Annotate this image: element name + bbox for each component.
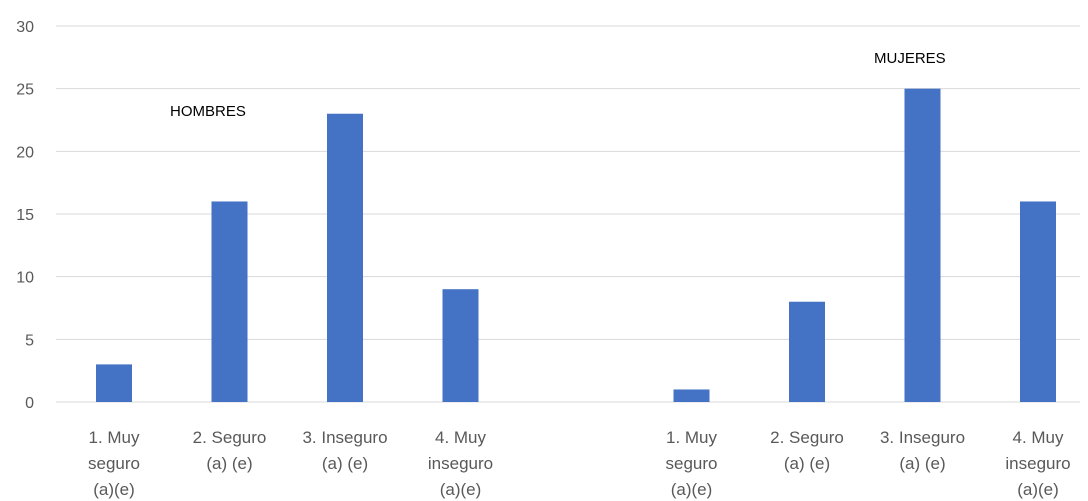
y-tick-label: 15 <box>16 207 34 224</box>
y-axis-ticks: 0 5 10 15 20 25 30 <box>16 19 34 412</box>
x-tick-label: 1. Muy <box>666 428 718 447</box>
bar <box>327 113 363 402</box>
bar <box>904 88 941 403</box>
x-tick-label: (a)(e) <box>93 480 135 499</box>
annotation-hombres: HOMBRES <box>170 103 246 120</box>
bar <box>789 301 825 402</box>
y-tick-label: 20 <box>16 144 34 161</box>
x-tick-label: 4. Muy <box>1012 428 1064 447</box>
y-tick-label: 0 <box>25 395 34 412</box>
x-tick-label: (a) (e) <box>206 454 252 473</box>
x-tick-label: seguro <box>88 454 140 473</box>
x-tick-label: (a) (e) <box>899 454 945 473</box>
x-tick-label: 2. Seguro <box>193 428 267 447</box>
x-axis-labels: 1. Muy seguro (a)(e) 2. Seguro (a) (e) 3. Ins… <box>88 428 1071 499</box>
x-tick-label: (a)(e) <box>440 480 482 499</box>
bar <box>673 389 710 402</box>
bar <box>211 201 248 402</box>
x-tick-label: inseguro <box>1005 454 1070 473</box>
x-tick-label: 4. Muy <box>435 428 487 447</box>
x-tick-label: (a) (e) <box>784 454 830 473</box>
bars <box>96 88 1056 403</box>
y-tick-label: 25 <box>16 82 34 99</box>
x-tick-label: inseguro <box>428 454 493 473</box>
bar <box>442 289 479 402</box>
x-tick-label: (a)(e) <box>1017 480 1059 499</box>
x-tick-label: 3. Inseguro <box>880 428 965 447</box>
x-tick-label: 1. Muy <box>88 428 140 447</box>
bar <box>96 364 132 402</box>
x-tick-label: 2. Seguro <box>770 428 844 447</box>
x-tick-label: 3. Inseguro <box>302 428 387 447</box>
annotation-mujeres: MUJERES <box>874 50 946 67</box>
y-tick-label: 30 <box>16 19 34 36</box>
x-tick-label: seguro <box>666 454 718 473</box>
x-tick-label: (a) (e) <box>322 454 368 473</box>
y-tick-label: 10 <box>16 270 34 287</box>
bar <box>1020 201 1056 402</box>
y-tick-label: 5 <box>25 332 34 349</box>
x-tick-label: (a)(e) <box>671 480 713 499</box>
